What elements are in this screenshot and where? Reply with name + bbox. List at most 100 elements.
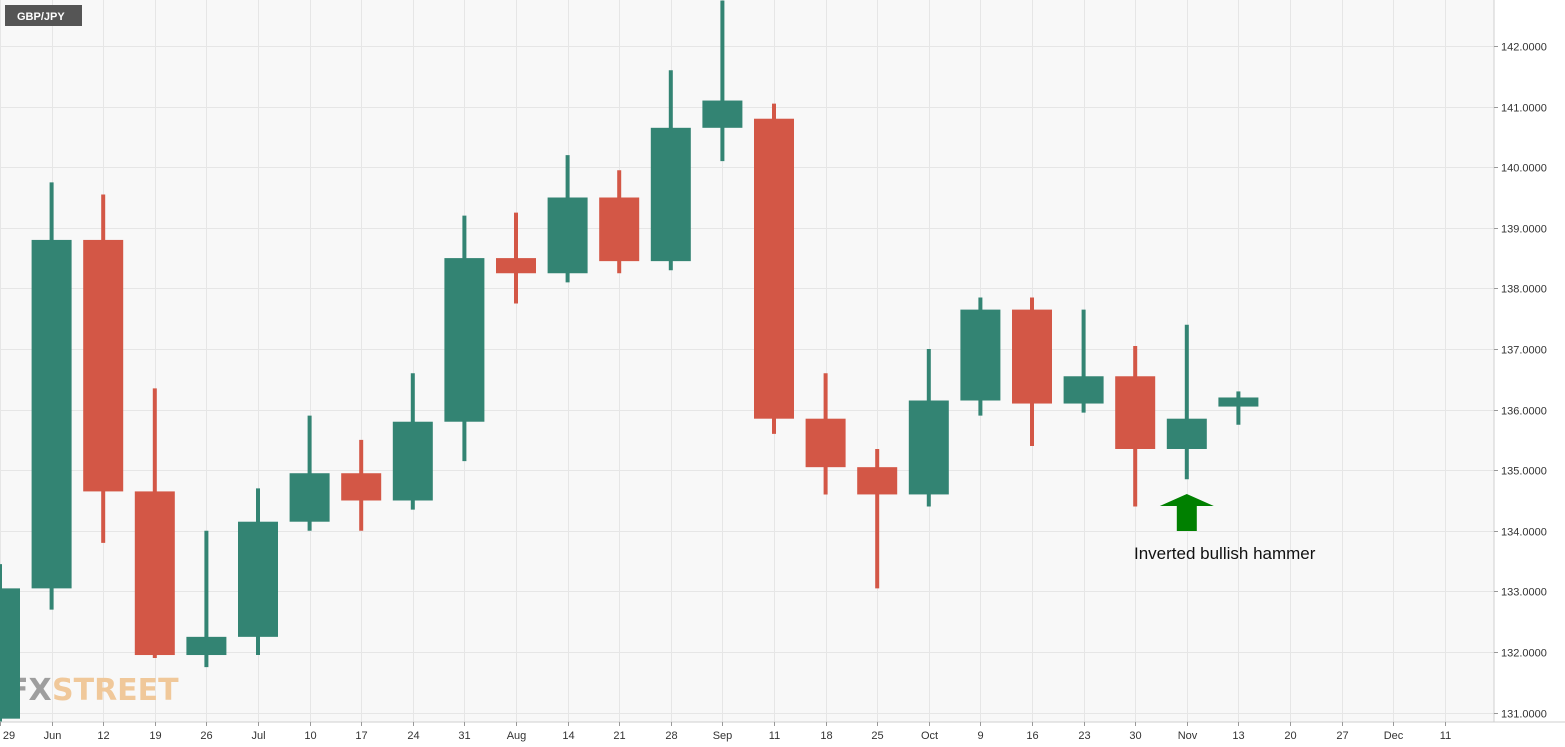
- x-tick-label: 20: [1284, 730, 1296, 742]
- candle: [547, 155, 588, 283]
- y-tick-label: 131.0000: [1501, 709, 1547, 721]
- x-tick-label: Sep: [713, 730, 733, 742]
- candle: [1063, 309, 1104, 413]
- candle-body: [650, 127, 691, 262]
- x-tick-label: 19: [149, 730, 161, 742]
- candle-body: [1063, 376, 1104, 404]
- candle-body: [186, 636, 227, 656]
- candle-body: [83, 239, 124, 492]
- candle-body: [547, 197, 588, 274]
- y-tick-label: 133.0000: [1501, 587, 1547, 599]
- x-tick-label: 24: [407, 730, 419, 742]
- x-tick-label: 26: [200, 730, 212, 742]
- candle-body: [444, 258, 485, 422]
- x-tick-label: 28: [665, 730, 677, 742]
- candle-body: [1012, 309, 1052, 404]
- x-tick-label: Jul: [251, 730, 265, 742]
- candle: [134, 388, 175, 659]
- candle: [1115, 345, 1156, 507]
- candle: [444, 215, 485, 462]
- candle-body: [0, 588, 20, 719]
- candles: [0, 0, 1259, 722]
- x-tick-label: 31: [458, 730, 470, 742]
- candle: [238, 488, 278, 656]
- annotation-text: Inverted bullish hammer: [1134, 544, 1316, 563]
- candle: [857, 448, 898, 589]
- x-tick-label: 16: [1026, 730, 1038, 742]
- candle: [496, 212, 536, 304]
- plot-background: [0, 0, 1494, 722]
- candle: [805, 373, 846, 495]
- candle-body: [289, 473, 330, 522]
- x-tick-label: 17: [355, 730, 367, 742]
- up-arrow-icon: [1159, 494, 1214, 531]
- x-tick-label: 29: [3, 730, 15, 742]
- candle: [754, 103, 794, 434]
- candle: [1012, 297, 1052, 446]
- x-tick-label: 30: [1129, 730, 1141, 742]
- x-tick-label: 10: [304, 730, 316, 742]
- price-axis-background: [1494, 0, 1565, 747]
- x-tick-label: Oct: [921, 730, 938, 742]
- y-tick-label: 136.0000: [1501, 406, 1547, 418]
- x-tick-label: 11: [1440, 730, 1451, 742]
- y-tick-label: 142.0000: [1501, 42, 1547, 54]
- time-axis-background: [0, 722, 1565, 747]
- candle-body: [702, 100, 743, 128]
- candle-body: [341, 473, 382, 501]
- candle-body: [805, 418, 846, 468]
- x-tick-label: 23: [1078, 730, 1090, 742]
- candle: [289, 415, 330, 531]
- price-axis: 142.0000 141.0000 140.0000 139.0000 138.0000…: [1493, 0, 1547, 722]
- candle-body: [857, 467, 898, 495]
- brand-street-text: STREET: [52, 673, 179, 708]
- candle: [1218, 391, 1259, 425]
- candle: [341, 439, 382, 531]
- candle: [186, 530, 227, 668]
- y-tick-label: 135.0000: [1501, 466, 1547, 478]
- candle-body: [238, 521, 278, 637]
- symbol-badge-bg: [5, 5, 82, 26]
- x-tick-label: 14: [562, 730, 574, 742]
- y-tick-label: 134.0000: [1501, 527, 1547, 539]
- candle: [83, 194, 124, 543]
- y-tick-label: 138.0000: [1501, 284, 1547, 296]
- x-tick-label: 21: [613, 730, 625, 742]
- candle: [908, 349, 949, 507]
- x-tick-label: 12: [97, 730, 109, 742]
- symbol-badge: GBP/JPY: [5, 5, 82, 26]
- x-tick-label: 9: [977, 730, 983, 742]
- symbol-label: GBP/JPY: [17, 11, 65, 23]
- x-tick-label: 13: [1232, 730, 1244, 742]
- candle-body: [908, 400, 949, 495]
- y-tick-label: 139.0000: [1501, 224, 1547, 236]
- annotation: Inverted bullish hammer: [1134, 494, 1316, 563]
- candle: [650, 70, 691, 271]
- x-tick-label: 27: [1336, 730, 1348, 742]
- candle-body: [754, 118, 794, 419]
- x-tick-label: 18: [820, 730, 832, 742]
- y-tick-label: 132.0000: [1501, 648, 1547, 660]
- y-tick-label: 141.0000: [1501, 103, 1547, 115]
- x-tick-label: Aug: [507, 730, 527, 742]
- candle-body: [1218, 397, 1259, 407]
- candle: [392, 373, 433, 510]
- candle-body: [599, 197, 640, 262]
- candle: [0, 564, 20, 722]
- candle-body: [1166, 418, 1207, 449]
- candle: [702, 0, 743, 162]
- candle-body: [1115, 376, 1156, 449]
- candle: [599, 170, 640, 274]
- candle: [31, 182, 72, 610]
- time-axis: 29 Jun 12 19 26 Jul 10 17 24 31 Aug 14 21 28 Sep 11 18 25…: [0, 721, 1565, 742]
- brand-watermark: FX STREET: [8, 673, 179, 708]
- x-tick-label: Jun: [44, 730, 62, 742]
- x-tick-label: Dec: [1384, 730, 1404, 742]
- candle-body: [134, 491, 175, 656]
- candle: [960, 297, 1001, 416]
- candle: [1166, 324, 1207, 480]
- candle-body: [392, 421, 433, 501]
- x-tick-label: 11: [769, 730, 780, 742]
